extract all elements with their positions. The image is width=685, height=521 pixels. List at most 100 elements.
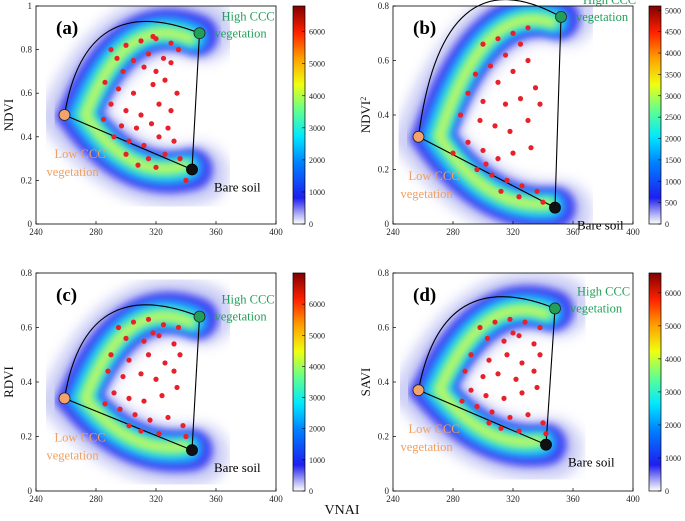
sample-point [171,368,177,374]
sample-point [168,60,174,66]
x-tick-label: 400 [626,227,640,237]
colorbar: 0 1000 2000 3000 4000 5000 6000 [292,5,325,229]
sample-point [150,81,156,88]
sample-point [120,68,126,74]
sample-point [532,85,539,91]
sample-point [507,316,513,322]
sample-point [118,123,125,129]
boundary-arc [63,304,200,399]
sample-point [162,151,168,157]
sample-point [160,322,167,328]
y-tick-label: 0.2 [21,432,32,442]
x-tick-label: 360 [209,494,223,504]
sample-point [138,428,144,434]
y-tick-label: 0 [385,486,390,496]
sample-point [537,352,543,358]
colorbar-tick-label: 0 [309,220,313,229]
y-tick-label: 0.8 [21,45,33,55]
colorbar-tick-label: 2000 [665,135,681,144]
sample-point [477,117,483,124]
sample-point [177,156,183,162]
x-tick-label: 320 [149,494,163,504]
density-yellow [435,16,556,208]
sample-point [480,41,486,47]
sample-point [537,324,543,331]
colorbar-tick-label: 1000 [665,177,681,186]
sample-point [522,319,528,325]
sample-point [156,101,162,107]
boundary-right [545,308,556,445]
sample-point [174,90,180,96]
colorbar-tick-label: 5000 [665,6,681,15]
colorbar: 0 1000 2000 3000 4000 5000 6000 [648,272,681,496]
sample-points [100,33,189,183]
sample-point [177,352,183,358]
sample-point [534,384,540,391]
panel-letter: (b) [413,18,436,39]
sample-point [540,199,546,205]
sample-point [153,376,159,382]
sample-point [171,138,177,144]
sample-point [108,101,114,107]
x-tick-label: 360 [209,227,223,237]
colorbar-tick-label: 1500 [665,156,681,165]
low-ccc-label-line2: vegetation [47,165,100,179]
high-ccc-label-line2: vegetation [570,301,623,315]
panel-c: High CCC vegetation Low CCC vegetation Bare … [1,268,325,504]
bare-soil-label: Bare soil [214,180,261,195]
sample-point [450,150,456,156]
sample-point [159,393,165,399]
colorbar-tick-label: 0 [309,487,313,496]
sample-point [498,188,504,194]
y-axis-label-text: RDVI [1,366,16,398]
sample-point [510,330,516,336]
sample-point [133,125,140,131]
boundary-arc [417,0,562,137]
sample-point [105,368,111,374]
high-ccc-label-line2: vegetation [215,26,268,40]
low-ccc-label-line2: vegetation [47,448,100,462]
colorbar-gradient [292,272,306,492]
sample-point [495,156,501,162]
sample-point [492,123,498,129]
sample-point [486,357,492,363]
sample-point [168,40,174,46]
sample-point [153,164,159,170]
sample-point [156,431,162,437]
sample-point [114,55,120,61]
y-tick-label: 0.6 [21,323,33,333]
low-ccc-marker [412,384,425,397]
low-ccc-label-line2: vegetation [401,187,454,201]
x-tick-label: 280 [446,494,460,504]
colorbar-tick-label: 1000 [309,456,325,465]
boundary-bottom [418,389,547,446]
high-ccc-marker [555,10,567,23]
sample-point [102,401,108,407]
colorbar-tick-label: 4000 [665,355,681,364]
sample-point [168,108,174,114]
y-axis-label: SAVI [358,368,373,397]
sample-point [165,125,171,131]
density-yellow [435,306,550,446]
sample-point [153,68,159,74]
bare-soil-marker [540,438,552,451]
sample-point [519,390,525,396]
sample-point [525,117,531,124]
boundary-right [191,33,201,170]
y-axis-label-superscript: 2 [359,97,368,101]
x-tick-label: 240 [29,494,43,504]
sample-point [480,98,486,104]
sample-point [115,86,122,92]
sample-point [123,151,129,157]
sample-point [162,360,168,366]
low-ccc-label-line1: Low CCC [55,430,106,444]
y-tick-label: 1 [28,1,33,11]
sample-point [474,166,480,173]
high-ccc-label-line2: vegetation [576,10,629,24]
sample-point [115,324,122,331]
sample-point [457,112,464,118]
sample-point [480,147,486,154]
sample-point [126,357,132,363]
sample-point [495,371,501,377]
sample-point [102,79,108,85]
